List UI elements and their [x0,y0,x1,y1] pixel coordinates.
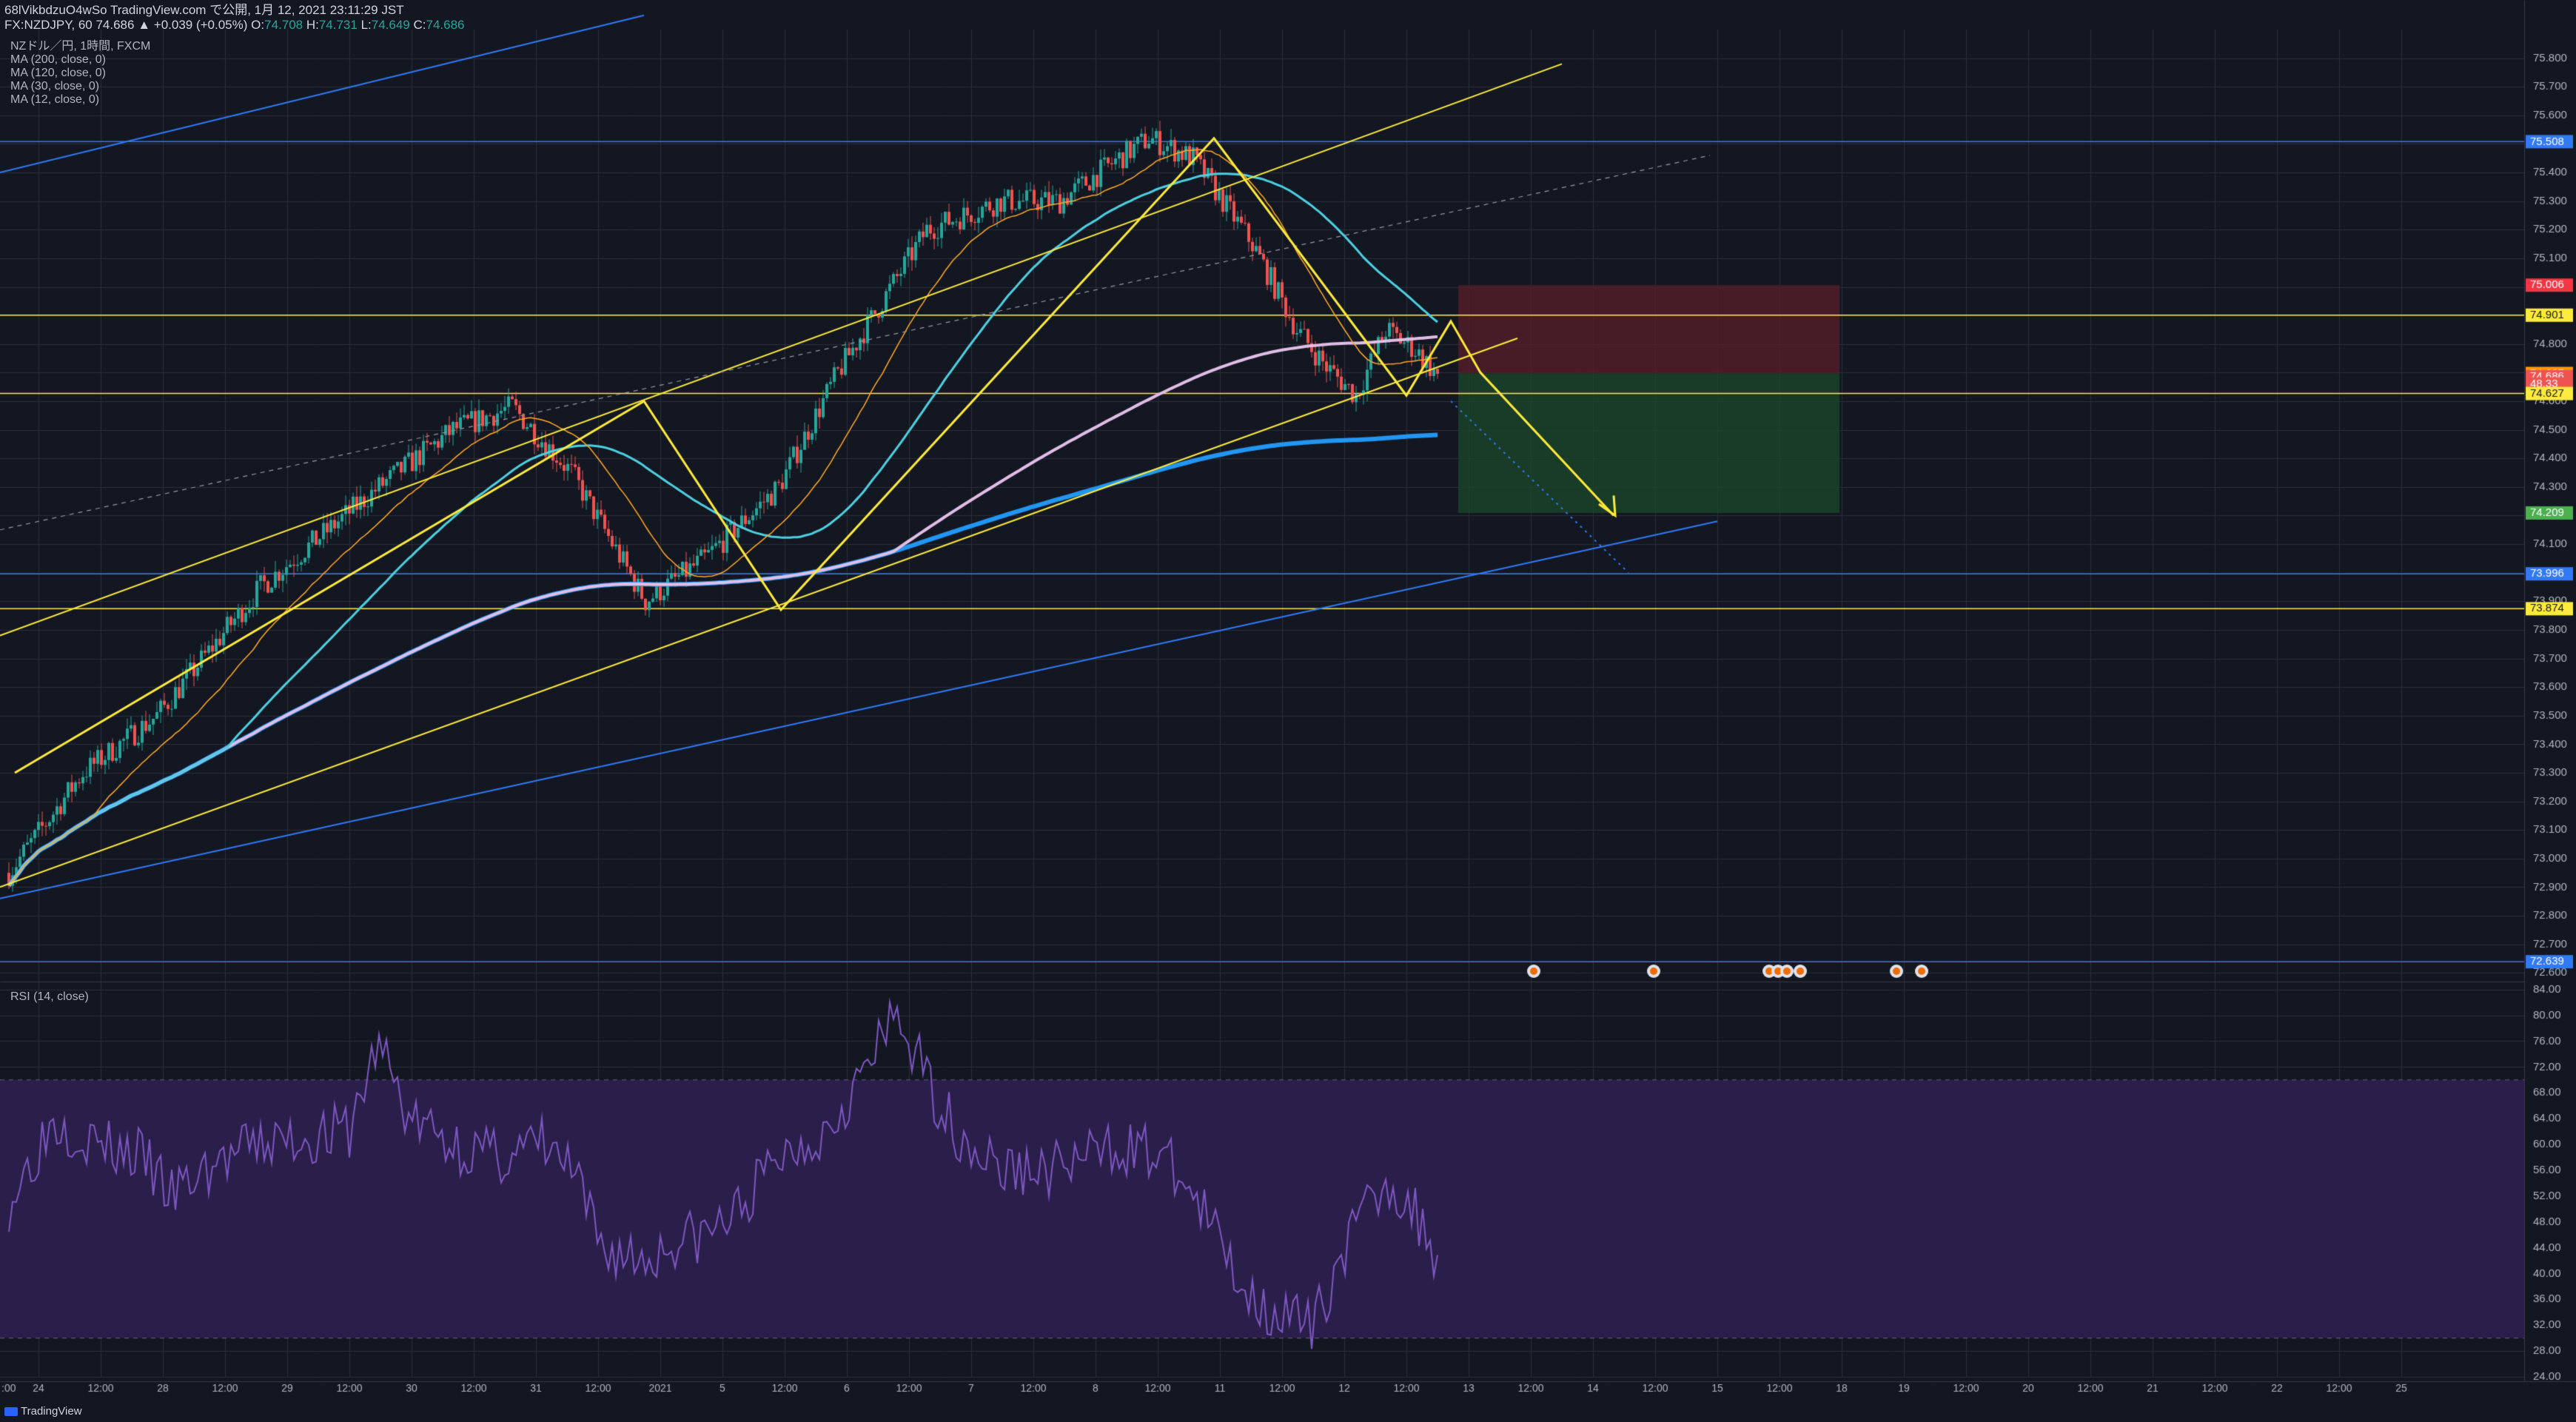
up-arrow-icon: ▲ [138,18,151,32]
low-label: L: [360,18,372,32]
high-value: 74.731 [318,18,358,32]
publish-line: 68lVikbdzuO4wSo TradingView.com で公開, 1月 … [4,3,404,17]
tradingview-logo-icon [4,1406,18,1416]
rsi-pane-title[interactable]: RSI (14, close) [10,990,89,1003]
brand-label: TradingView [21,1405,82,1418]
symbol-label[interactable]: FX:NZDJPY, 60 [4,18,93,32]
low-value: 74.649 [371,18,410,32]
legend-ma120[interactable]: MA (120, close, 0) [10,67,106,79]
last-price: 74.686 [95,18,135,32]
legend-ma200[interactable]: MA (200, close, 0) [10,53,106,66]
price-change: +0.039 (+0.05%) [153,18,248,32]
publish-info: 68lVikbdzuO4wSo TradingView.com で公開, 1月 … [4,3,404,17]
symbol-ohlc-line: FX:NZDJPY, 60 74.686 ▲ +0.039 (+0.05%) O… [4,18,465,32]
legend-ma30[interactable]: MA (30, close, 0) [10,80,100,93]
indicator-legend: NZドル／円, 1時間, FXCM MA (200, close, 0) MA … [10,40,150,107]
tradingview-brand: TradingView [4,1405,82,1418]
open-label: O: [251,18,265,32]
open-value: 74.708 [264,18,303,32]
high-label: H: [306,18,319,32]
close-label: C: [413,18,426,32]
close-value: 74.686 [426,18,465,32]
legend-ma12[interactable]: MA (12, close, 0) [10,93,100,106]
instrument-title[interactable]: NZドル／円, 1時間, FXCM [10,40,151,53]
